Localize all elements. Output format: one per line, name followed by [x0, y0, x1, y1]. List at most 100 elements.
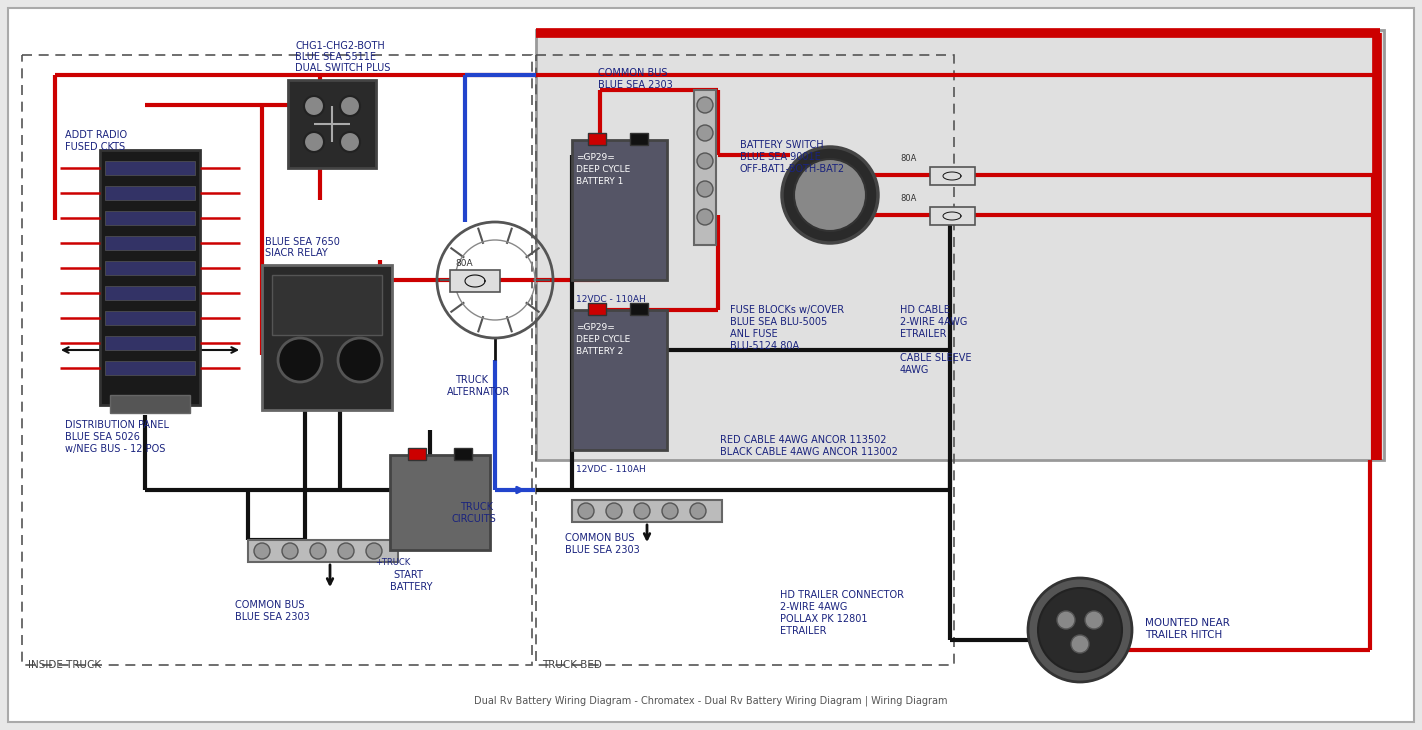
Circle shape: [340, 132, 360, 152]
Text: TRUCK: TRUCK: [455, 375, 488, 385]
Text: CHG1-CHG2-BOTH: CHG1-CHG2-BOTH: [294, 41, 385, 51]
Text: FUSE BLOCKs w/COVER: FUSE BLOCKs w/COVER: [729, 305, 845, 315]
Text: BLUE SEA 2303: BLUE SEA 2303: [235, 612, 310, 622]
Circle shape: [1057, 611, 1075, 629]
Bar: [694, 90, 717, 245]
Bar: [572, 140, 667, 280]
Circle shape: [1085, 611, 1103, 629]
Text: TRAILER HITCH: TRAILER HITCH: [1145, 630, 1223, 640]
Text: BATTERY 2: BATTERY 2: [576, 347, 623, 356]
Text: BLUE SEA 7650: BLUE SEA 7650: [264, 237, 340, 247]
Text: BATTERY: BATTERY: [390, 582, 432, 592]
Text: START: START: [392, 570, 422, 580]
Bar: [105, 236, 195, 250]
Circle shape: [697, 125, 712, 141]
Text: ETRAILER: ETRAILER: [900, 329, 947, 339]
Circle shape: [793, 159, 866, 231]
Circle shape: [304, 132, 324, 152]
Bar: [21, 55, 532, 665]
Text: BLU-5124 80A: BLU-5124 80A: [729, 341, 799, 351]
Text: BATTERY 1: BATTERY 1: [576, 177, 623, 186]
Text: 12VDC - 110AH: 12VDC - 110AH: [576, 295, 646, 304]
Bar: [105, 336, 195, 350]
Circle shape: [634, 503, 650, 519]
Bar: [630, 303, 648, 315]
Text: ANL FUSE: ANL FUSE: [729, 329, 778, 339]
Bar: [109, 395, 191, 413]
Text: 80A: 80A: [900, 194, 916, 203]
Bar: [589, 133, 606, 145]
Text: 80A: 80A: [455, 259, 472, 268]
Text: =GP29=: =GP29=: [576, 153, 614, 162]
Text: ADDT RADIO: ADDT RADIO: [65, 130, 127, 140]
Text: 4AWG: 4AWG: [900, 365, 930, 375]
Text: BLUE SEA 9001E: BLUE SEA 9001E: [739, 152, 820, 162]
Text: CIRCUITS: CIRCUITS: [452, 514, 496, 524]
Text: INSIDE TRUCK: INSIDE TRUCK: [28, 660, 101, 670]
Bar: [930, 207, 975, 225]
Text: COMMON BUS: COMMON BUS: [565, 533, 634, 543]
Circle shape: [310, 543, 326, 559]
Bar: [105, 261, 195, 275]
Bar: [589, 303, 606, 315]
Bar: [247, 540, 398, 562]
Text: CABLE SLEEVE: CABLE SLEEVE: [900, 353, 971, 363]
Text: FUSED CKTS: FUSED CKTS: [65, 142, 125, 152]
Bar: [930, 167, 975, 185]
Bar: [105, 186, 195, 200]
Bar: [390, 455, 491, 550]
Text: COMMON BUS: COMMON BUS: [235, 600, 304, 610]
Text: DUAL SWITCH PLUS: DUAL SWITCH PLUS: [294, 63, 391, 73]
Text: BLUE SEA 2303: BLUE SEA 2303: [599, 80, 673, 90]
Bar: [105, 161, 195, 175]
Circle shape: [690, 503, 705, 519]
Bar: [105, 311, 195, 325]
Circle shape: [338, 338, 383, 382]
Text: RED CABLE 4AWG ANCOR 113502: RED CABLE 4AWG ANCOR 113502: [720, 435, 886, 445]
Bar: [408, 448, 427, 460]
Text: ALTERNATOR: ALTERNATOR: [447, 387, 510, 397]
Bar: [262, 265, 392, 410]
Circle shape: [697, 97, 712, 113]
Text: BLUE SEA BLU-5005: BLUE SEA BLU-5005: [729, 317, 828, 327]
Bar: [630, 133, 648, 145]
Text: =GP29=: =GP29=: [576, 323, 614, 332]
Text: SIACR RELAY: SIACR RELAY: [264, 248, 327, 258]
Text: 2-WIRE 4AWG: 2-WIRE 4AWG: [781, 602, 848, 612]
Bar: [289, 80, 375, 168]
Text: DISTRIBUTION PANEL: DISTRIBUTION PANEL: [65, 420, 169, 430]
Text: +TRUCK: +TRUCK: [375, 558, 411, 567]
Text: MOUNTED NEAR: MOUNTED NEAR: [1145, 618, 1230, 628]
Text: w/NEG BUS - 12 POS: w/NEG BUS - 12 POS: [65, 444, 165, 454]
Text: 80A: 80A: [900, 154, 916, 163]
Circle shape: [277, 338, 321, 382]
Bar: [105, 361, 195, 375]
Text: BLUE SEA 5026: BLUE SEA 5026: [65, 432, 139, 442]
Text: HD TRAILER CONNECTOR: HD TRAILER CONNECTOR: [781, 590, 904, 600]
Bar: [536, 55, 954, 665]
Text: TRUCK BED: TRUCK BED: [542, 660, 602, 670]
Text: ETRAILER: ETRAILER: [781, 626, 826, 636]
Bar: [100, 150, 201, 405]
Circle shape: [697, 181, 712, 197]
Text: POLLAX PK 12801: POLLAX PK 12801: [781, 614, 867, 624]
Circle shape: [782, 147, 877, 243]
Circle shape: [1038, 588, 1122, 672]
Text: 12VDC - 110AH: 12VDC - 110AH: [576, 465, 646, 474]
Text: BLUE SEA 5511E: BLUE SEA 5511E: [294, 52, 375, 62]
Circle shape: [697, 153, 712, 169]
Text: TRUCK: TRUCK: [459, 502, 493, 512]
Text: OFF-BAT1-BOTH-BAT2: OFF-BAT1-BOTH-BAT2: [739, 164, 845, 174]
Circle shape: [338, 543, 354, 559]
Circle shape: [697, 209, 712, 225]
Circle shape: [304, 96, 324, 116]
Circle shape: [365, 543, 383, 559]
Text: BATTERY SWITCH: BATTERY SWITCH: [739, 140, 823, 150]
Text: COMMON BUS: COMMON BUS: [599, 68, 667, 78]
Bar: [105, 286, 195, 300]
Text: DEEP CYCLE: DEEP CYCLE: [576, 335, 630, 344]
Circle shape: [606, 503, 621, 519]
Circle shape: [282, 543, 299, 559]
Circle shape: [255, 543, 270, 559]
Circle shape: [663, 503, 678, 519]
